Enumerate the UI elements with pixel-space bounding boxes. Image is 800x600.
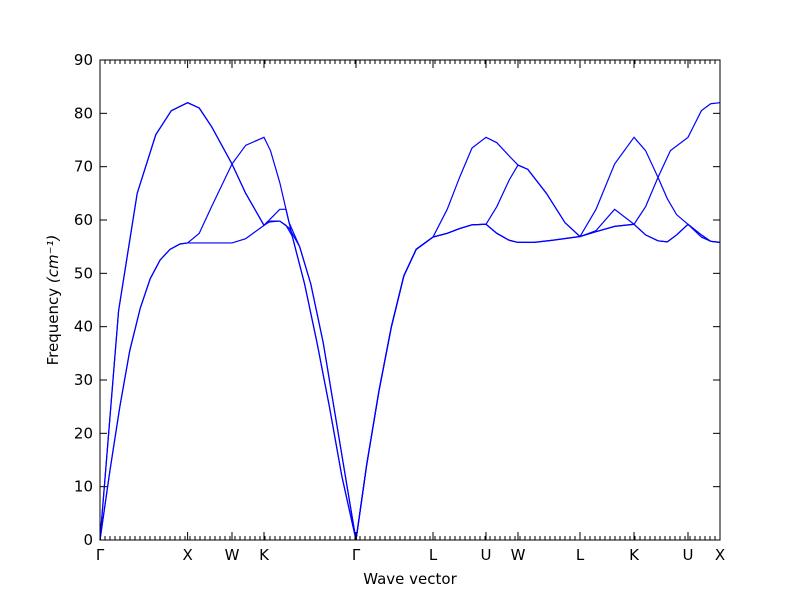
y-tick-label: 90 [74, 51, 93, 69]
x-tick-label: K [629, 546, 640, 564]
y-tick-label: 40 [74, 318, 93, 336]
x-tick-label: K [259, 546, 270, 564]
y-tick-label: 0 [83, 531, 93, 549]
y-tick-label: 60 [74, 211, 93, 229]
y-axis-unit: (cm⁻¹) [44, 235, 62, 284]
y-axis-title-text: Frequency [44, 288, 62, 366]
band-line-3 [99, 102, 721, 541]
y-tick-label: 30 [74, 371, 93, 389]
band-lines [99, 102, 721, 541]
y-tick-label: 80 [74, 104, 93, 122]
x-tick-label: U [481, 546, 492, 564]
x-tick-label: Γ [352, 546, 361, 564]
x-tick-label: U [683, 546, 694, 564]
x-tick-label: W [225, 546, 240, 564]
y-tick-label: 20 [74, 424, 93, 442]
band-line-2 [99, 136, 721, 541]
plot-frame [99, 59, 721, 541]
x-tick-label: Γ [96, 546, 105, 564]
x-tick-label: X [182, 546, 192, 564]
x-tick-label: W [511, 546, 526, 564]
y-axis-ticks: 0 10 20 30 40 50 60 70 80 90 [74, 51, 720, 549]
x-tick-label: X [715, 546, 725, 564]
y-tick-label: 50 [74, 264, 93, 282]
x-tick-label: L [576, 546, 585, 564]
band-line-4 [99, 102, 721, 541]
y-tick-label: 70 [74, 158, 93, 176]
x-tick-label: L [429, 546, 438, 564]
y-tick-label: 10 [74, 478, 93, 496]
y-axis-title: Frequency (cm⁻¹) [44, 235, 62, 366]
x-axis-title: Wave vector [363, 570, 457, 588]
band-line-1 [99, 220, 721, 541]
